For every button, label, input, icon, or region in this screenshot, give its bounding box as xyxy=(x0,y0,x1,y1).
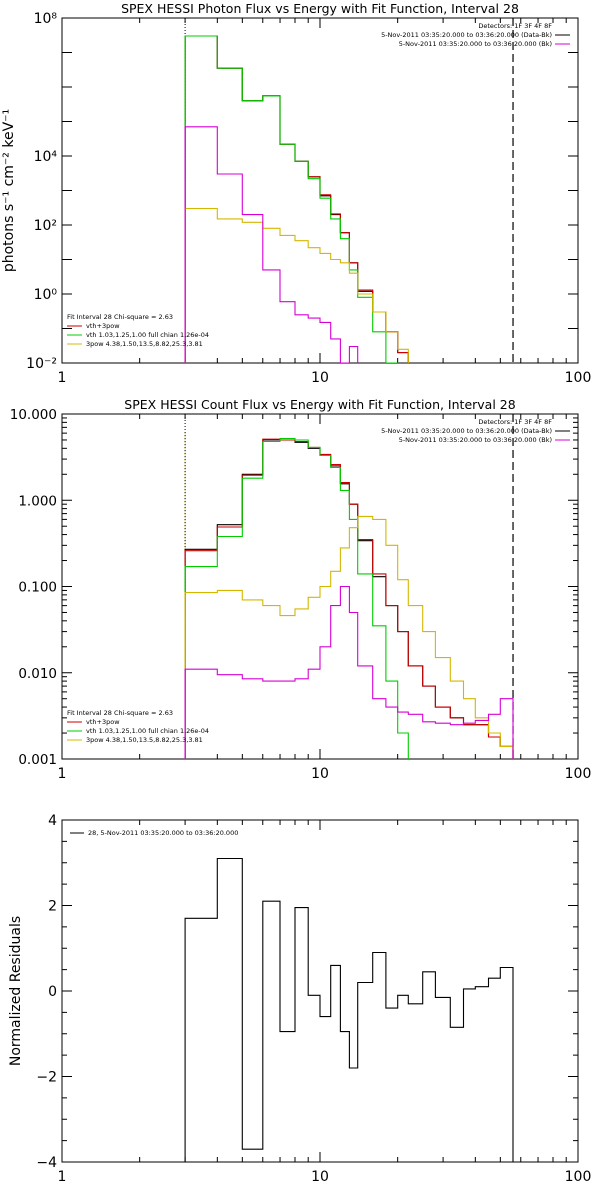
count-flux-title: SPEX HESSI Count Flux vs Energy with Fit… xyxy=(124,397,515,412)
count-flux-info-line: 5-Nov-2011 03:35:20.000 to 03:36:20.000 … xyxy=(381,427,552,435)
photon-flux-y-tick-label: 10² xyxy=(34,218,57,234)
photon-flux-legend-entry: 3pow 4.38,1.50,13.5,8.82,25.3,3.81 xyxy=(86,340,203,348)
residuals-y-tick-label: 0 xyxy=(48,984,57,1000)
count-flux-x-ticks xyxy=(61,414,579,759)
photon-flux-y-tick-label: 10⁸ xyxy=(34,11,58,27)
photon-flux-legend-entry: vth 1.03,1.25,1.00 full chian 1.26e-04 xyxy=(86,331,209,339)
photon-flux-y-label: photons s⁻¹ cm⁻² keV⁻¹ xyxy=(1,109,17,272)
residuals-legend-entry: 28, 5-Nov-2011 03:35:20.000 to 03:36:20.… xyxy=(88,829,238,837)
photon-flux-y-tick-label: 10⁰ xyxy=(34,287,58,303)
residuals-y-tick-label: −2 xyxy=(36,1070,57,1086)
count-flux-legend-entry: vth+3pow xyxy=(86,718,120,726)
count-flux-info-line: 5-Nov-2011 03:35:20.000 to 03:36:20.000 … xyxy=(399,436,552,444)
count-flux-series-bk xyxy=(184,585,514,759)
residuals-series-28 xyxy=(184,857,514,1162)
count-flux-y-tick-label: 0.001 xyxy=(18,752,57,768)
count-flux-chart: SPEX HESSI Count Flux vs Energy with Fit… xyxy=(10,397,592,782)
residuals-x-tick-label: 1 xyxy=(58,1169,67,1185)
photon-flux-series-3pow xyxy=(184,207,514,363)
residuals-y-ticks xyxy=(62,819,578,1163)
count-flux-info-line: Detectors: 1F 3F 4F 8F xyxy=(478,418,552,426)
count-flux-x-tick-label: 1 xyxy=(58,766,67,782)
photon-flux-series-vth xyxy=(184,35,514,363)
count-flux-x-tick-label: 10 xyxy=(311,766,329,782)
photon-flux-y-tick-label: 10⁻² xyxy=(26,356,57,372)
residuals-x-tick-label: 100 xyxy=(565,1169,592,1185)
count-flux-legend-entry: vth 1.03,1.25,1.00 full chian 1.26e-04 xyxy=(86,727,209,735)
count-flux-y-tick-label: 1.000 xyxy=(18,493,57,509)
residuals-y-tick-label: −4 xyxy=(36,1155,57,1171)
photon-flux-x-tick-label: 10 xyxy=(311,370,329,386)
count-flux-fit-info: Fit Interval 28 Chi-square = 2.63 xyxy=(67,709,173,717)
photon-flux-legend-entry: vth+3pow xyxy=(86,322,120,330)
residuals-x-tick-label: 10 xyxy=(311,1169,329,1185)
photon-flux-series-data-bk xyxy=(184,35,514,363)
residuals-y-label: Normalized Residuals xyxy=(8,916,24,1066)
photon-flux-series-bk xyxy=(184,126,514,363)
photon-flux-x-tick-label: 100 xyxy=(565,370,592,386)
photon-flux-series-vth-3pow xyxy=(184,35,514,363)
count-flux-y-tick-label: 0.100 xyxy=(18,580,57,596)
photon-flux-y-ticks xyxy=(62,17,578,364)
residuals-y-tick-label: 2 xyxy=(48,899,57,915)
count-flux-series-vth xyxy=(184,437,514,759)
photon-flux-info-line: 5-Nov-2011 03:35:20.000 to 03:36:20.000 … xyxy=(399,40,552,48)
photon-flux-info-line: 5-Nov-2011 03:35:20.000 to 03:36:20.000 … xyxy=(381,31,552,39)
count-flux-x-tick-label: 100 xyxy=(565,766,592,782)
residuals-chart: 1 10 100 −4 −2 0 2 4 Normalized Residuals 28, 5-N… xyxy=(8,813,591,1185)
photon-flux-chart: SPEX HESSI Photon Flux vs Energy with Fi… xyxy=(1,1,591,386)
photon-flux-fit-info: Fit Interval 28 Chi-square = 2.63 xyxy=(67,313,173,321)
residuals-axes-box xyxy=(61,819,579,1163)
residuals-x-ticks xyxy=(61,820,579,1162)
count-flux-series-3pow xyxy=(184,515,514,759)
count-flux-y-tick-label: 10.000 xyxy=(10,407,57,423)
photon-flux-title: SPEX HESSI Photon Flux vs Energy with Fi… xyxy=(121,1,519,16)
count-flux-legend-entry: 3pow 4.38,1.50,13.5,8.82,25.3,3.81 xyxy=(86,736,203,744)
photon-flux-y-tick-label: 10⁴ xyxy=(34,149,58,165)
count-flux-y-tick-label: 0.010 xyxy=(18,666,57,682)
photon-flux-info-line: Detectors: 1F 3F 4F 8F xyxy=(478,22,552,30)
residuals-y-tick-label: 4 xyxy=(48,813,57,829)
photon-flux-x-tick-label: 1 xyxy=(58,370,67,386)
count-flux-y-ticks xyxy=(62,413,578,760)
photon-flux-x-ticks xyxy=(61,18,579,363)
